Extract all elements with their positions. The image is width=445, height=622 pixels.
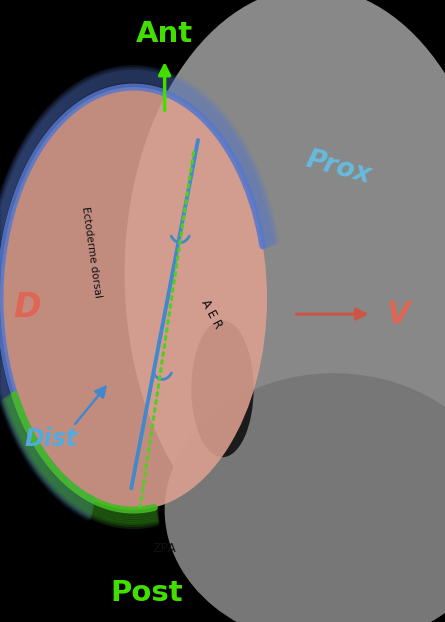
Ellipse shape	[165, 373, 445, 622]
Text: Ectoderme dorsal: Ectoderme dorsal	[80, 206, 103, 298]
Text: V: V	[386, 300, 410, 328]
Ellipse shape	[125, 0, 445, 560]
Text: Ant: Ant	[136, 20, 193, 49]
Text: Dist: Dist	[24, 427, 78, 450]
Text: A E R: A E R	[198, 297, 224, 331]
Text: ZPA: ZPA	[153, 542, 177, 555]
Ellipse shape	[191, 320, 254, 457]
Text: Post: Post	[110, 578, 183, 607]
Text: D: D	[13, 291, 40, 325]
Text: Prox: Prox	[303, 147, 374, 189]
Ellipse shape	[0, 87, 267, 510]
